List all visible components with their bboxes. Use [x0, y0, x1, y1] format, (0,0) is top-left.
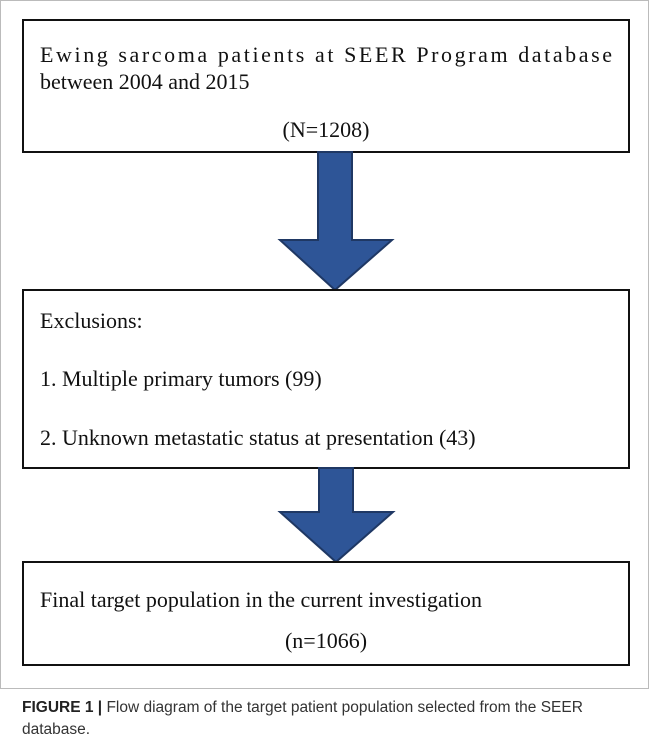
- box-title: Exclusions:: [40, 308, 143, 333]
- arrow: [277, 151, 395, 292]
- box-text: Final target population in the current i…: [40, 587, 482, 612]
- box-text: 1. Multiple primary tumors (99): [40, 366, 322, 391]
- frame: [0, 0, 649, 689]
- caption-text: Flow diagram of the target patient popul…: [22, 699, 583, 738]
- box-text: 2. Unknown metastatic status at presenta…: [40, 425, 476, 450]
- box-count: (N=1208): [283, 117, 370, 142]
- arrow: [277, 467, 396, 564]
- box: [22, 289, 630, 469]
- figure-label: FIGURE 1 |: [22, 699, 103, 716]
- box: [22, 19, 630, 153]
- box: [22, 561, 630, 666]
- box-count: (n=1066): [285, 628, 367, 653]
- caption: FIGURE 1 | Flow diagram of the target pa…: [22, 697, 637, 741]
- box-text: between 2004 and 2015: [40, 69, 250, 94]
